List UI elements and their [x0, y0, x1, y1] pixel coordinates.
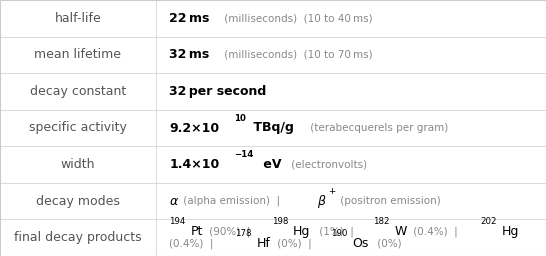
Text: (milliseconds)  (10 to 70 ms): (milliseconds) (10 to 70 ms)	[221, 50, 373, 60]
Bar	[0, 73, 546, 110]
Text: 22 ms: 22 ms	[169, 12, 210, 25]
Text: Hg: Hg	[293, 225, 311, 238]
Text: (alpha emission)  |: (alpha emission) |	[180, 196, 287, 206]
Text: 178: 178	[235, 229, 252, 238]
Text: mean lifetime: mean lifetime	[34, 48, 121, 61]
Text: decay constant: decay constant	[29, 85, 126, 98]
Text: 32 per second: 32 per second	[169, 85, 266, 98]
Bar	[0, 37, 546, 73]
Text: (1%)  |: (1%) |	[316, 226, 360, 237]
Text: 198: 198	[272, 217, 288, 226]
Text: width: width	[61, 158, 95, 171]
Text: (milliseconds)  (10 to 40 ms): (milliseconds) (10 to 40 ms)	[221, 13, 373, 23]
Bar	[0, 146, 546, 183]
Text: half-life: half-life	[55, 12, 101, 25]
Text: 194: 194	[169, 217, 186, 226]
Text: (electronvolts): (electronvolts)	[288, 159, 367, 169]
Text: eV: eV	[259, 158, 282, 171]
Bar	[0, 219, 546, 256]
Text: (terabecquerels per gram): (terabecquerels per gram)	[307, 123, 448, 133]
Text: (0%)  |: (0%) |	[274, 239, 318, 249]
Text: Hg: Hg	[501, 225, 519, 238]
Text: (0.4%)  |: (0.4%) |	[169, 239, 220, 249]
Text: Hf: Hf	[257, 237, 270, 250]
Text: 32 ms: 32 ms	[169, 48, 210, 61]
Text: (90%)  |: (90%) |	[206, 226, 257, 237]
Bar	[0, 110, 546, 146]
Text: TBq/g: TBq/g	[250, 122, 294, 134]
Text: (0%): (0%)	[373, 239, 401, 249]
Text: β: β	[317, 195, 325, 208]
Text: specific activity: specific activity	[29, 122, 127, 134]
Text: (positron emission): (positron emission)	[337, 196, 441, 206]
Text: final decay products: final decay products	[14, 231, 141, 244]
Text: 190: 190	[331, 229, 348, 238]
Text: (0.4%)  |: (0.4%) |	[410, 226, 464, 237]
Text: 9.2×10: 9.2×10	[169, 122, 219, 134]
Text: α: α	[169, 195, 177, 208]
Bar	[0, 183, 546, 219]
Text: Pt: Pt	[191, 225, 203, 238]
Text: 182: 182	[373, 217, 389, 226]
Text: 10: 10	[234, 114, 246, 123]
Text: W: W	[394, 225, 406, 238]
Bar	[0, 0, 546, 37]
Text: 1.4×10: 1.4×10	[169, 158, 219, 171]
Text: Os: Os	[353, 237, 369, 250]
Text: decay modes: decay modes	[36, 195, 120, 208]
Text: +: +	[328, 187, 335, 196]
Text: −14: −14	[234, 150, 253, 159]
Text: 202: 202	[480, 217, 496, 226]
